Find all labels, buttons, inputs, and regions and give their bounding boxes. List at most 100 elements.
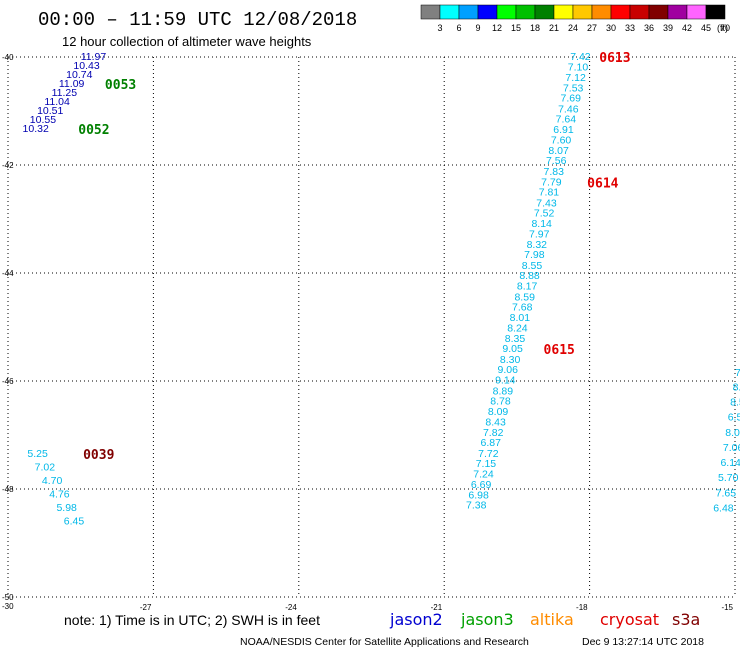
wave-height-value: 7.56 — [546, 155, 567, 167]
legend-swatch — [439, 4, 460, 20]
legend-label: 45 — [701, 23, 711, 33]
wave-height-value: 7.24 — [473, 468, 494, 480]
pass-time-label: 0053 — [105, 78, 136, 93]
wave-height-value: 8.89 — [493, 385, 514, 397]
x-tick-label: -30 — [2, 602, 14, 611]
wave-height-value: 7.64 — [556, 114, 577, 126]
wave-height-value: 4.70 — [42, 475, 63, 487]
legend-swatch — [553, 4, 574, 20]
legend-swatch — [420, 4, 441, 20]
y-tick-label: -42 — [2, 161, 14, 170]
wave-height-value: 11.04 — [44, 96, 70, 108]
wave-height-value: 7.97 — [529, 229, 550, 241]
wave-height-value: 11.09 — [59, 78, 85, 90]
wave-height-value: 7.10 — [568, 61, 589, 73]
satellite-name: s3a — [672, 610, 700, 629]
wave-height-value: 6.14 — [720, 457, 740, 469]
wave-height-value: 10.55 — [30, 114, 56, 126]
legend-label: 33 — [625, 23, 635, 33]
legend-label: 70 — [720, 23, 730, 33]
legend-swatch — [477, 4, 498, 20]
wave-height-value: 7.12 — [565, 72, 586, 84]
wave-height-value: 7.98 — [524, 249, 545, 261]
wave-height-value: 7.83 — [544, 166, 565, 178]
timestamp-text: Dec 9 13:27:14 UTC 2018 — [582, 636, 704, 648]
grid-lines — [7, 56, 736, 598]
legend-label: 30 — [606, 23, 616, 33]
legend-swatch — [667, 4, 688, 20]
legend-swatch — [515, 4, 536, 20]
wave-height-value: 8.0 — [733, 381, 740, 393]
x-tick-label: -27 — [140, 603, 152, 612]
wave-height-value: 7.60 — [551, 135, 572, 147]
wave-height-value: 5.98 — [56, 502, 77, 514]
chart-subtitle: 12 hour collection of altimeter wave hei… — [62, 34, 312, 49]
legend-swatch — [458, 4, 479, 20]
pass-time-label: 0052 — [78, 123, 109, 138]
wave-height-value: 7.43 — [536, 197, 557, 209]
legend-swatch — [572, 4, 593, 20]
pass-time-label: 0615 — [544, 343, 575, 358]
x-tick-label: -15 — [721, 603, 733, 612]
wave-height-value: 8.55 — [522, 260, 543, 272]
legend-swatch — [648, 4, 669, 20]
wave-height-value: 7.53 — [563, 82, 584, 94]
wave-height-value: 8.78 — [490, 396, 511, 408]
wave-height-value: 8.09 — [488, 406, 509, 418]
wave-height-value: 7.15 — [476, 458, 497, 470]
wave-height-value: 7.06 — [723, 442, 740, 454]
color-scale-legend: 3 6 9 12 15 18 21 24 27 30 33 36 39 42 45 70(ft) — [420, 4, 730, 33]
wave-height-value: 9.14 — [495, 374, 516, 386]
wave-height-value: 7.69 — [561, 93, 582, 105]
y-tick-label: -44 — [2, 269, 14, 278]
wave-height-value: 5.70 — [718, 472, 739, 484]
wave-height-value: 11.97 — [81, 51, 107, 63]
legend-label: 12 — [492, 23, 502, 33]
wave-height-value: 7. — [735, 367, 740, 379]
wave-height-value: 7.02 — [35, 461, 56, 473]
legend-label: 3 — [437, 23, 442, 33]
wave-height-value: 8.32 — [527, 239, 548, 251]
chart-title: 00:00 – 11:59 UTC 12/08/2018 — [38, 9, 357, 31]
wave-height-value: 10.32 — [23, 123, 49, 135]
wave-height-value: 8.35 — [505, 333, 526, 345]
wave-height-value: 6.45 — [64, 515, 85, 527]
legend-swatch — [591, 4, 612, 20]
y-tick-label: -48 — [2, 485, 14, 494]
axis-tick-labels: -40 -42 -44 -46 -48 -50 -27 -24 -21 -18 -15 -30 — [2, 53, 734, 612]
satellite-legend: jason2 jason3 altika cryosat s3a — [389, 610, 700, 629]
legend-swatch — [705, 4, 726, 20]
wave-height-value: 7.38 — [466, 500, 487, 512]
wave-height-value: 7.72 — [478, 448, 499, 460]
wave-height-value: 8.14 — [531, 218, 552, 230]
wave-height-value: 7.82 — [483, 427, 504, 439]
wave-height-value: 8.24 — [507, 323, 528, 335]
legend-label: 27 — [587, 23, 597, 33]
legend-label: 36 — [644, 23, 654, 33]
wave-height-value: 7.65 — [716, 487, 737, 499]
wave-height-value: 8.5 — [730, 397, 740, 409]
legend-label: 18 — [530, 23, 540, 33]
satellite-name: altika — [530, 610, 574, 629]
wave-height-value: 8.17 — [517, 281, 538, 293]
wave-height-value: 7.42 — [570, 51, 591, 63]
wave-height-value: 10.43 — [73, 60, 99, 72]
wave-height-value: 7.68 — [512, 302, 533, 314]
legend-swatch — [610, 4, 631, 20]
legend-label: 39 — [663, 23, 673, 33]
x-tick-label: -24 — [285, 603, 297, 612]
credit-text: NOAA/NESDIS Center for Satellite Applica… — [240, 636, 529, 648]
wave-height-value: 6.98 — [468, 489, 489, 501]
wave-height-value: 6.69 — [471, 479, 492, 491]
wave-height-value: 8.59 — [514, 291, 535, 303]
wave-height-value: 7.79 — [541, 176, 562, 188]
satellite-name: jason3 — [460, 610, 514, 629]
footer-note: note: 1) Time is in UTC; 2) SWH is in fe… — [64, 612, 320, 628]
wave-height-value: 7.81 — [539, 187, 560, 199]
wave-height-value: 9.05 — [502, 343, 523, 355]
pass-time-label: 0613 — [599, 51, 630, 66]
x-tick-label: -18 — [576, 603, 588, 612]
wave-height-value: 4.76 — [49, 488, 70, 500]
legend-swatch — [686, 4, 707, 20]
